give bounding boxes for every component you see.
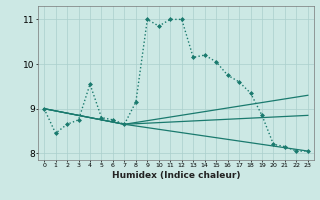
X-axis label: Humidex (Indice chaleur): Humidex (Indice chaleur) — [112, 171, 240, 180]
